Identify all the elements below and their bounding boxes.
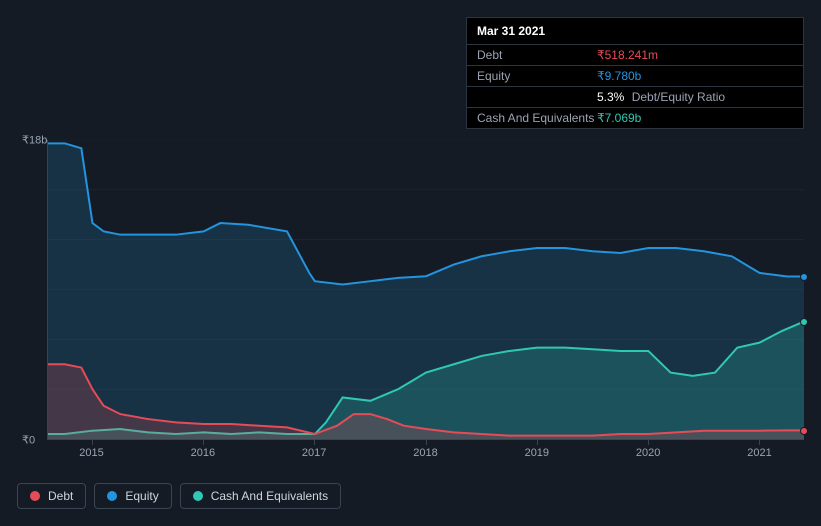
series-end-marker <box>800 318 808 326</box>
legend-dot-icon <box>107 491 117 501</box>
x-tick <box>537 440 538 445</box>
x-axis-label: 2021 <box>747 447 771 459</box>
legend-dot-icon <box>193 491 203 501</box>
legend-label: Debt <box>48 489 73 503</box>
legend-item[interactable]: Equity <box>94 483 171 509</box>
tooltip-row-value: ₹518.241m <box>597 48 658 62</box>
tooltip-row: Equity₹9.780b <box>467 65 803 86</box>
tooltip-row: 5.3% Debt/Equity Ratio <box>467 86 803 107</box>
legend-item[interactable]: Debt <box>17 483 86 509</box>
x-axis-label: 2017 <box>302 447 326 459</box>
legend-dot-icon <box>30 491 40 501</box>
tooltip-row-value: 5.3% Debt/Equity Ratio <box>597 90 725 104</box>
legend-label: Cash And Equivalents <box>211 489 328 503</box>
debt-equity-chart: ₹18b ₹0 2015 2016 2017 2018 2019 2020 2021 <box>17 120 804 465</box>
tooltip-row-subtext: Debt/Equity Ratio <box>628 90 725 104</box>
chart-plot-area[interactable] <box>47 140 804 440</box>
x-axis-label: 2016 <box>191 447 215 459</box>
y-axis-label: ₹0 <box>22 434 35 447</box>
x-tick <box>203 440 204 445</box>
legend-item[interactable]: Cash And Equivalents <box>180 483 341 509</box>
tooltip-row: Debt₹518.241m <box>467 44 803 65</box>
chart-legend: Debt Equity Cash And Equivalents <box>17 483 341 509</box>
series-end-marker <box>800 273 808 281</box>
x-axis-label: 2020 <box>636 447 660 459</box>
x-tick <box>648 440 649 445</box>
x-axis-label: 2019 <box>525 447 549 459</box>
y-axis-label: ₹18b <box>22 134 47 147</box>
tooltip-row-label: Equity <box>477 69 597 83</box>
tooltip-row-label: Debt <box>477 48 597 62</box>
x-tick <box>759 440 760 445</box>
x-axis-label: 2018 <box>413 447 437 459</box>
chart-tooltip: Mar 31 2021 Debt₹518.241mEquity₹9.780b5.… <box>466 17 804 129</box>
tooltip-date: Mar 31 2021 <box>467 18 803 44</box>
x-tick <box>426 440 427 445</box>
tooltip-row-value: ₹9.780b <box>597 69 641 83</box>
x-tick <box>314 440 315 445</box>
series-end-marker <box>800 427 808 435</box>
x-tick <box>92 440 93 445</box>
x-axis-label: 2015 <box>79 447 103 459</box>
legend-label: Equity <box>125 489 158 503</box>
